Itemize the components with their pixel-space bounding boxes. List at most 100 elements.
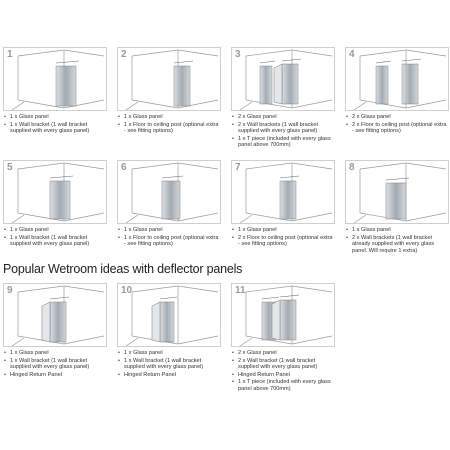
panel-number: 8 (349, 162, 355, 173)
wall-bracket (401, 58, 422, 62)
room-line (291, 335, 333, 345)
room-line (245, 162, 293, 170)
spec-item: 1 x Wall bracket (1 wall bracket supplie… (4, 235, 107, 248)
room-line (125, 214, 139, 223)
spec-item: 1 x Glass panel (4, 114, 107, 121)
illustration (11, 162, 105, 223)
spec-item: Hinged Return Panel (118, 372, 221, 379)
panel-number: 5 (7, 162, 13, 173)
spec-item: 2 x Glass panel (232, 350, 335, 357)
room-line (11, 337, 25, 346)
illustration-box: 11 (231, 283, 335, 347)
spec-item: 1 x T piece (included with every glass p… (232, 379, 335, 392)
room-line (17, 49, 65, 57)
room-line (291, 285, 333, 293)
illustration-box: 4 (345, 47, 449, 111)
spec-item: 1 x Glass panel (118, 227, 221, 234)
product-card: 3 2 x Glass panel2 x Wall brackets (1 wal… (231, 47, 335, 150)
spec-item: 1 x T piece (included with every glass p… (232, 136, 335, 149)
illustration-box: 10 (117, 283, 221, 347)
panel-number: 4 (349, 49, 355, 60)
room-line (63, 335, 105, 345)
spec-item: 1 x Glass panel (4, 350, 107, 357)
product-card: 6 1 x Glass panel1 x Floor to ceiling pos… (117, 160, 221, 249)
spec-item: 1 x Glass panel (232, 227, 335, 234)
panel-number: 7 (235, 162, 241, 173)
return-panel (151, 301, 161, 343)
product-card: 9 1 x Glass panel1 x Wall bracket (1 wall… (3, 283, 107, 379)
room-line (177, 99, 219, 109)
section-heading: Popular Wetroom ideas with deflector pan… (3, 262, 243, 276)
room-line (291, 162, 333, 170)
room-line (239, 337, 253, 346)
room-line (405, 212, 447, 222)
illustration (353, 49, 447, 110)
wall-bracket (159, 296, 178, 300)
room-line (17, 162, 65, 170)
room-line (291, 99, 333, 109)
panel-number: 1 (7, 49, 13, 60)
wall-bracket (49, 175, 74, 179)
return-panel (271, 299, 281, 341)
spec-list: 1 x Glass panel1 x Floor to ceiling post… (117, 114, 221, 135)
glass-panel (281, 63, 299, 105)
product-card: 8 1 x Glass panel2 x Wall brackets (1 wal… (345, 160, 449, 255)
illustration (239, 49, 333, 110)
panel-number: 9 (7, 285, 13, 296)
wall-bracket (385, 177, 410, 181)
spec-list: 1 x Glass panel1 x Wall bracket (1 wall … (3, 350, 107, 378)
room-line (359, 212, 407, 222)
wall-bracket (281, 58, 302, 62)
spec-item: Hinged Return Panel (232, 372, 335, 379)
illustration-box: 7 (231, 160, 335, 224)
glass-panel (385, 182, 407, 220)
room-line (125, 337, 139, 346)
spec-list: 1 x Glass panel2 x Floor to ceiling post… (231, 227, 335, 248)
illustration (125, 162, 219, 223)
spec-item: 1 x Floor to ceiling post (optional extr… (118, 235, 221, 248)
spec-list: 2 x Glass panel2 x Floor to ceiling post… (345, 114, 449, 135)
spec-item: 1 x Glass panel (118, 114, 221, 121)
room-line (359, 162, 407, 170)
wall-bracket (375, 60, 392, 64)
room-line (131, 99, 179, 109)
wall-bracket (49, 296, 70, 300)
glass-panel (401, 63, 419, 105)
room-line (17, 335, 65, 345)
product-card: 4 2 x Glass panel2 x Floor to ceiling pos… (345, 47, 449, 136)
glass-panel (161, 180, 181, 220)
illustration (125, 285, 219, 346)
wall-bracket (279, 294, 300, 298)
room-line (17, 212, 65, 222)
room-line (63, 49, 105, 57)
room-line (131, 162, 179, 170)
spec-item: 2 x Glass panel (232, 114, 335, 121)
glass-panel (159, 301, 175, 343)
panel-number: 11 (235, 285, 246, 296)
spec-item: 1 x Glass panel (4, 227, 107, 234)
glass-panel (55, 65, 77, 107)
glass-panel (279, 180, 297, 220)
room-line (63, 162, 105, 170)
spec-list: 1 x Glass panel1 x Wall bracket (1 wall … (3, 227, 107, 248)
room-line (405, 49, 447, 57)
room-line (177, 285, 219, 293)
room-line (177, 162, 219, 170)
room-line (239, 101, 253, 110)
wall-bracket (261, 296, 280, 300)
spec-item: 1 x Floor to ceiling post (optional extr… (118, 122, 221, 135)
spec-list: 2 x Glass panel2 x Wall brackets (1 wall… (231, 114, 335, 149)
wall-bracket (161, 175, 184, 179)
return-panel (41, 301, 51, 343)
room-line (291, 212, 333, 222)
room-line (177, 335, 219, 345)
room-line (131, 285, 179, 293)
glass-panel (259, 65, 273, 105)
spec-list: 1 x Glass panel1 x Floor to ceiling post… (117, 227, 221, 248)
illustration-box: 6 (117, 160, 221, 224)
spec-item: 2 x Wall bracket (1 wall bracket supplie… (232, 358, 335, 371)
spec-item: 1 x Glass panel (346, 227, 449, 234)
room-line (245, 212, 293, 222)
spec-list: 2 x Glass panel2 x Wall bracket (1 wall … (231, 350, 335, 393)
